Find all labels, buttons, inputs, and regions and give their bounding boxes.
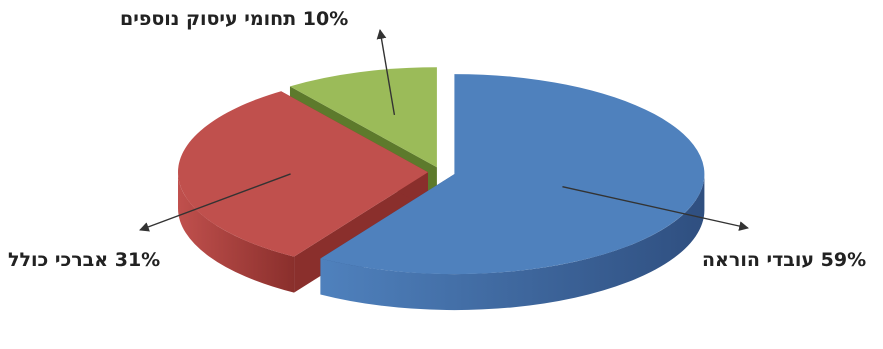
slice-name-other: תחומי עיסוק נוספים <box>120 8 297 30</box>
pie-slices <box>178 67 705 311</box>
slice-value-teachers: 59% <box>820 249 867 271</box>
slice-top-other <box>289 67 437 168</box>
slice-rim-kollel <box>178 172 295 293</box>
slice-name-kollel: אברכי כולל <box>8 249 109 271</box>
slice-value-kollel: 31% <box>114 249 161 271</box>
slice-label-other: 10% תחומי עיסוק נוספים <box>120 7 348 31</box>
slice-label-kollel: 31% אברכי כולל <box>8 248 160 272</box>
slice-name-teachers: עובדי הוראה <box>702 249 815 271</box>
slice-value-other: 10% <box>302 8 349 30</box>
slice-label-teachers: 59% עובדי הוראה <box>702 248 866 272</box>
label-arrows <box>139 29 749 232</box>
leader-arrow-kollel <box>139 173 291 232</box>
leader-arrow-teachers <box>562 185 749 231</box>
slice-top-teachers <box>320 74 705 275</box>
slice-teachers <box>320 74 705 311</box>
slice-rim-teachers <box>320 174 705 311</box>
leader-arrow-other <box>376 29 396 116</box>
slice-top-kollel <box>178 91 429 257</box>
